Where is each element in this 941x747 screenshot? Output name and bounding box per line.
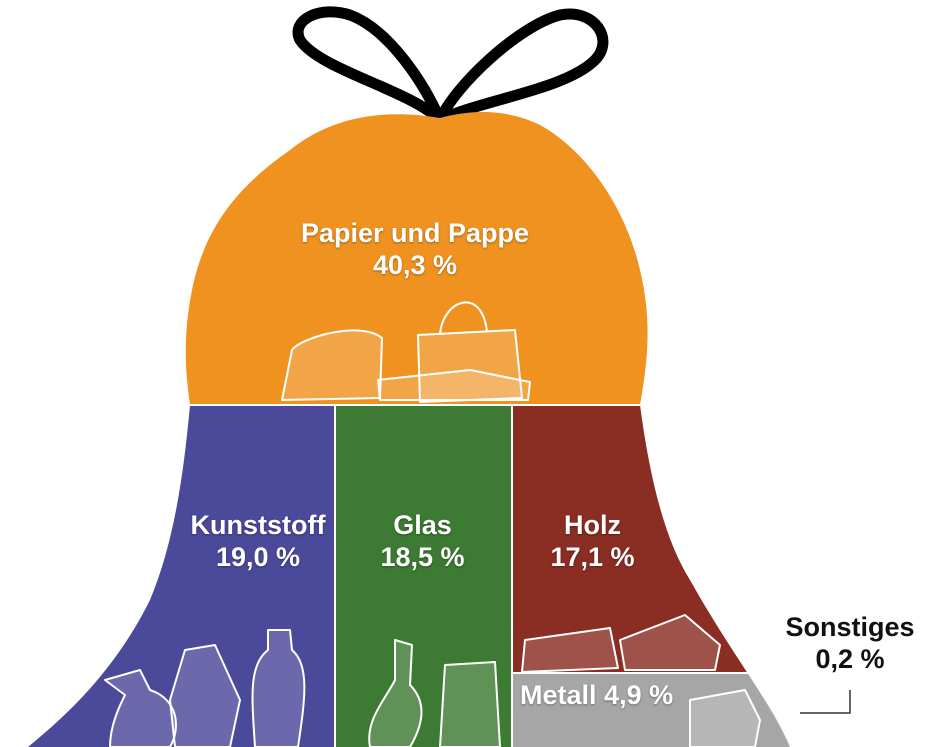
label-kunststoff-name: Kunststoff bbox=[190, 510, 326, 540]
label-sonstiges-name: Sonstiges bbox=[785, 612, 915, 642]
metal-can-icon bbox=[689, 689, 761, 747]
glass-bottle-icon bbox=[368, 639, 423, 747]
cardboard-box-icon bbox=[281, 329, 383, 401]
wood-plank-icon bbox=[619, 614, 721, 671]
label-metall: Metall 4,9 % bbox=[520, 680, 685, 712]
segment-metall bbox=[512, 673, 790, 747]
label-sonstiges-value: 0,2 % bbox=[815, 643, 885, 674]
segment-glas bbox=[335, 405, 512, 747]
label-papier-value: 40,3 % bbox=[372, 249, 458, 280]
detergent-bottle-icon bbox=[169, 644, 241, 747]
sonstiges-leader-line bbox=[800, 690, 851, 714]
label-papier-name: Papier und Pappe bbox=[300, 218, 530, 248]
cardboard-lid-icon bbox=[377, 369, 531, 401]
label-holz: Holz 17,1 % bbox=[525, 510, 660, 574]
label-metall-name: Metall bbox=[520, 680, 597, 710]
label-sonstiges: Sonstiges 0,2 % bbox=[780, 612, 920, 676]
bag-tie-icon bbox=[292, 6, 609, 126]
paper-bag-handle-icon bbox=[439, 301, 488, 336]
bottle-icon bbox=[251, 629, 306, 747]
label-metall-value: 4,9 % bbox=[604, 680, 674, 710]
label-glas-name: Glas bbox=[393, 510, 452, 540]
label-holz-name: Holz bbox=[564, 510, 621, 540]
label-glas: Glas 18,5 % bbox=[350, 510, 495, 574]
label-glas-value: 18,5 % bbox=[380, 541, 465, 572]
label-kunststoff: Kunststoff 19,0 % bbox=[178, 510, 338, 574]
label-papier: Papier und Pappe 40,3 % bbox=[300, 218, 530, 282]
segment-sonstiges bbox=[790, 673, 810, 747]
glass-jar-icon bbox=[439, 661, 501, 747]
label-kunststoff-value: 19,0 % bbox=[215, 541, 301, 572]
paper-bag-icon bbox=[417, 329, 523, 403]
wood-crate-icon bbox=[521, 627, 619, 673]
label-holz-value: 17,1 % bbox=[550, 541, 635, 572]
